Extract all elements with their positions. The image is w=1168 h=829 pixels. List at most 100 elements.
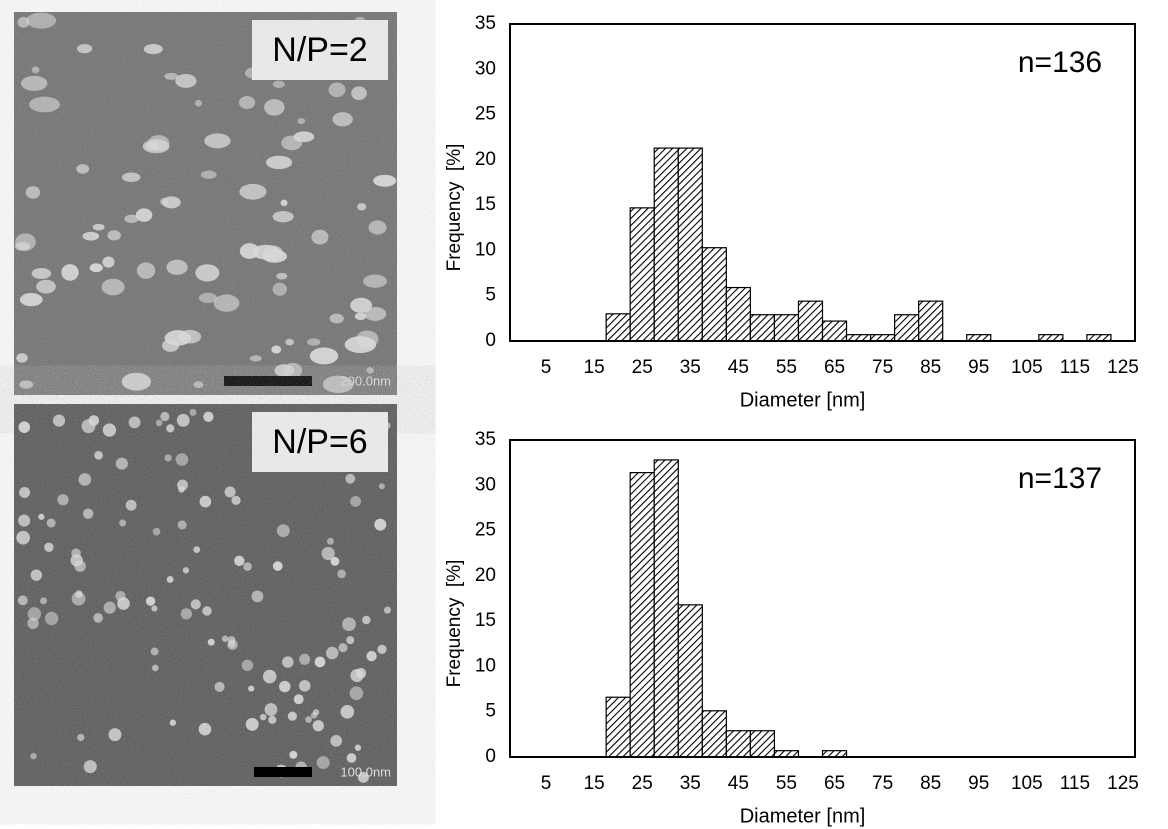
particle xyxy=(311,229,329,245)
particle xyxy=(166,576,174,583)
bar xyxy=(629,472,655,758)
particle xyxy=(94,450,103,460)
x-tick-label: 5 xyxy=(541,357,552,378)
y-tick-label: 5 xyxy=(485,701,496,722)
x-tick-label: 15 xyxy=(584,357,605,378)
particle xyxy=(268,715,277,724)
particle xyxy=(356,330,379,348)
particle xyxy=(15,233,36,251)
particle xyxy=(272,211,294,223)
particle xyxy=(337,569,346,579)
particle xyxy=(350,495,361,507)
particle xyxy=(30,752,37,760)
particle xyxy=(151,605,158,612)
bar xyxy=(749,730,776,758)
particle xyxy=(298,680,311,692)
x-tick-label: 35 xyxy=(680,773,701,794)
particle xyxy=(228,640,236,648)
particle xyxy=(349,686,364,701)
particle xyxy=(383,606,391,614)
particle xyxy=(327,537,334,545)
particle xyxy=(17,595,28,606)
particle xyxy=(357,202,367,211)
y-tick-label: 5 xyxy=(485,285,496,306)
particle xyxy=(293,131,315,143)
particle xyxy=(193,381,204,389)
particle xyxy=(276,524,290,538)
bar xyxy=(894,314,920,342)
particle xyxy=(214,681,225,692)
particle xyxy=(70,554,83,567)
y-tick-label: 15 xyxy=(475,610,496,631)
y-axis-label: Frequency [%] xyxy=(444,560,465,688)
particle xyxy=(262,669,277,684)
particle xyxy=(312,720,324,732)
y-tick-label: 30 xyxy=(475,474,496,495)
y-axis-label: Frequency [%] xyxy=(444,144,465,272)
particle xyxy=(279,680,291,693)
particle xyxy=(354,312,367,321)
particle xyxy=(20,75,48,91)
particle xyxy=(259,713,267,721)
x-tick-label: 125 xyxy=(1107,773,1139,794)
particle xyxy=(252,244,280,260)
particle xyxy=(39,597,47,605)
particle xyxy=(332,112,353,127)
particle xyxy=(305,716,312,723)
particle xyxy=(76,164,90,174)
particle xyxy=(101,278,125,296)
bar xyxy=(701,710,727,758)
particle xyxy=(28,96,60,113)
particle xyxy=(155,419,163,427)
particle xyxy=(178,486,185,493)
particle xyxy=(76,44,93,54)
plot-frame xyxy=(509,439,1136,758)
x-tick-label: 85 xyxy=(920,773,941,794)
particle xyxy=(245,717,259,731)
y-tick-label: 0 xyxy=(485,330,496,351)
x-tick-label: 85 xyxy=(920,357,941,378)
bar xyxy=(701,247,727,342)
particle xyxy=(115,457,128,470)
particle xyxy=(238,96,256,110)
particle xyxy=(364,306,387,321)
y-tick-label: 20 xyxy=(475,565,496,586)
particle xyxy=(213,294,240,312)
particle xyxy=(25,186,41,199)
bar xyxy=(821,320,848,342)
particle xyxy=(221,635,229,643)
particle xyxy=(195,264,220,282)
bar xyxy=(918,300,944,342)
particle xyxy=(27,607,42,621)
x-tick-label: 35 xyxy=(680,357,701,378)
particle xyxy=(16,353,28,363)
particle xyxy=(248,685,255,692)
x-tick-label: 25 xyxy=(632,773,653,794)
particle xyxy=(169,719,177,726)
particle xyxy=(18,514,31,527)
x-tick-label: 25 xyxy=(632,357,653,378)
particle xyxy=(272,561,283,571)
particle xyxy=(321,546,335,561)
particle xyxy=(175,73,197,88)
particle xyxy=(362,615,371,625)
particle xyxy=(176,413,190,427)
particle xyxy=(330,556,340,566)
particle xyxy=(357,771,369,783)
bar xyxy=(797,300,824,342)
particle xyxy=(373,174,397,187)
y-tick-label: 15 xyxy=(475,194,496,215)
bar xyxy=(725,730,751,758)
particle xyxy=(19,293,43,307)
particle xyxy=(345,473,356,484)
particle xyxy=(150,647,159,656)
particle xyxy=(243,562,252,571)
plot-frame xyxy=(509,23,1136,342)
particle xyxy=(175,453,189,466)
particle xyxy=(249,355,262,362)
y-tick-label: 30 xyxy=(475,58,496,79)
bar xyxy=(629,207,655,342)
particle xyxy=(193,546,201,553)
particle xyxy=(78,473,92,486)
